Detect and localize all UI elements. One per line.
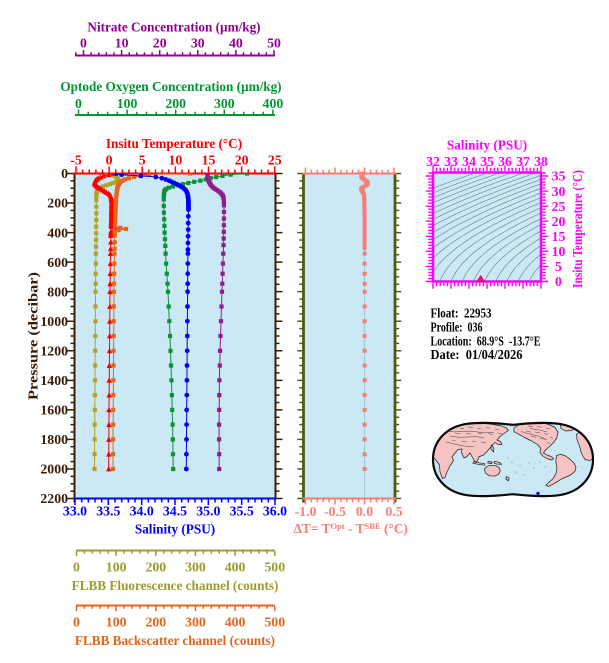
- svg-text:15: 15: [552, 229, 566, 244]
- svg-text:Salinity (PSU): Salinity (PSU): [135, 522, 215, 537]
- svg-text:2200: 2200: [40, 491, 68, 506]
- svg-text:Optode Oxygen Concentration (µ: Optode Oxygen Concentration (µm/kg): [60, 79, 281, 94]
- svg-text:36: 36: [498, 154, 512, 169]
- svg-text:200: 200: [145, 560, 166, 575]
- svg-text:-1.0: -1.0: [295, 504, 317, 519]
- svg-text:1800: 1800: [40, 432, 68, 447]
- svg-text:30: 30: [191, 36, 205, 51]
- svg-text:1200: 1200: [40, 343, 68, 358]
- svg-text:0: 0: [73, 615, 80, 630]
- svg-text:0: 0: [106, 153, 113, 168]
- svg-text:1400: 1400: [40, 373, 68, 388]
- svg-text:Profile: 036: Profile: 036: [431, 321, 483, 336]
- svg-text:0.5: 0.5: [385, 504, 402, 519]
- svg-text:33.0: 33.0: [63, 504, 87, 519]
- svg-text:400: 400: [47, 225, 68, 240]
- svg-text:15: 15: [202, 153, 216, 168]
- svg-text:10: 10: [168, 153, 182, 168]
- svg-text:-0.5: -0.5: [324, 504, 346, 519]
- svg-text:30: 30: [552, 184, 566, 199]
- svg-text:35.5: 35.5: [230, 504, 254, 519]
- svg-text:Nitrate Concentration (µm/kg): Nitrate Concentration (µm/kg): [87, 20, 260, 35]
- svg-text:34.5: 34.5: [163, 504, 187, 519]
- svg-text:50: 50: [267, 36, 281, 51]
- svg-text:400: 400: [225, 560, 246, 575]
- svg-text:300: 300: [185, 560, 206, 575]
- svg-text:300: 300: [185, 615, 206, 630]
- svg-text:Date: 01/04/2026: Date: 01/04/2026: [431, 348, 523, 363]
- svg-text:Salinity (PSU): Salinity (PSU): [447, 138, 527, 153]
- svg-text:600: 600: [47, 255, 68, 270]
- svg-text:20: 20: [235, 153, 249, 168]
- svg-text:Insitu Temperature (°C): Insitu Temperature (°C): [570, 170, 585, 288]
- svg-text:20: 20: [552, 214, 566, 229]
- svg-text:300: 300: [214, 96, 235, 111]
- svg-text:Float: 22953: Float: 22953: [431, 307, 492, 322]
- svg-text:Insitu Temperature (°C): Insitu Temperature (°C): [106, 136, 242, 151]
- svg-text:34.0: 34.0: [130, 504, 154, 519]
- svg-text:2000: 2000: [40, 462, 68, 477]
- svg-text:100: 100: [106, 615, 127, 630]
- svg-text:0: 0: [555, 274, 562, 289]
- svg-text:35: 35: [480, 154, 494, 169]
- svg-text:Location: 68.9°S -13.7°E: Location: 68.9°S -13.7°E: [431, 334, 541, 349]
- svg-text:800: 800: [47, 284, 68, 299]
- svg-text:40: 40: [229, 36, 243, 51]
- svg-text:25: 25: [268, 153, 282, 168]
- svg-text:34: 34: [462, 154, 476, 169]
- svg-text:100: 100: [117, 96, 138, 111]
- svg-text:0: 0: [75, 96, 82, 111]
- svg-text:0: 0: [80, 36, 87, 51]
- svg-text:1600: 1600: [40, 403, 68, 418]
- svg-text:38: 38: [534, 154, 548, 169]
- svg-text:36.0: 36.0: [263, 504, 287, 519]
- svg-text:400: 400: [225, 615, 246, 630]
- svg-text:20: 20: [153, 36, 167, 51]
- svg-text:Pressure (decibar): Pressure (decibar): [27, 272, 42, 400]
- svg-text:200: 200: [165, 96, 186, 111]
- svg-text:10: 10: [115, 36, 129, 51]
- svg-text:100: 100: [106, 560, 127, 575]
- svg-text:32: 32: [426, 154, 440, 169]
- svg-text:25: 25: [552, 199, 566, 214]
- svg-text:500: 500: [264, 615, 285, 630]
- svg-text:200: 200: [47, 196, 68, 211]
- svg-text:200: 200: [145, 615, 166, 630]
- svg-text:0: 0: [61, 166, 68, 181]
- svg-text:1000: 1000: [40, 314, 68, 329]
- svg-text:FLBB Fluorescence channel (cou: FLBB Fluorescence channel (counts): [72, 578, 279, 593]
- svg-text:-5: -5: [70, 153, 82, 168]
- svg-text:33: 33: [444, 154, 458, 169]
- svg-text:0: 0: [73, 560, 80, 575]
- svg-text:400: 400: [263, 96, 284, 111]
- svg-text:35.0: 35.0: [196, 504, 220, 519]
- svg-text:35: 35: [552, 169, 566, 184]
- svg-text:33.5: 33.5: [96, 504, 120, 519]
- svg-text:0.0: 0.0: [356, 504, 373, 519]
- svg-text:ΔT= TOpt - TSBE (°C): ΔT= TOpt - TSBE (°C): [294, 521, 408, 536]
- svg-text:FLBB Backscatter channel (coun: FLBB Backscatter channel (counts): [75, 633, 275, 648]
- svg-text:5: 5: [139, 153, 146, 168]
- svg-text:500: 500: [264, 560, 285, 575]
- svg-text:5: 5: [555, 259, 562, 274]
- svg-text:10: 10: [552, 244, 566, 259]
- svg-text:37: 37: [516, 154, 530, 169]
